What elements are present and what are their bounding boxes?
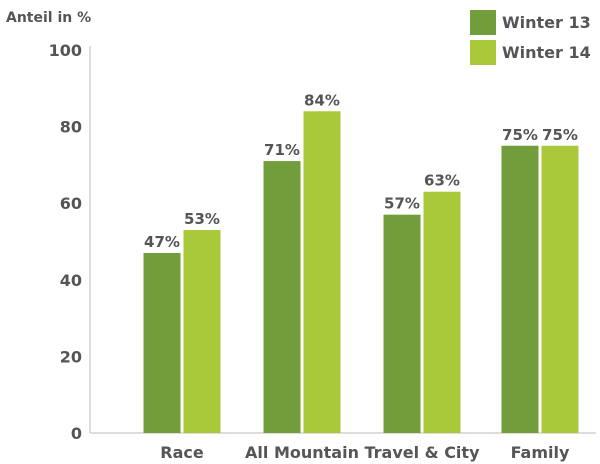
y-tick-label: 20 <box>60 347 82 366</box>
y-tick-label: 60 <box>60 194 82 213</box>
bar <box>183 230 221 433</box>
y-axis-label: Anteil in % <box>6 10 91 26</box>
value-label: 75% <box>542 126 578 144</box>
value-labels: 47%53% 71% 84% 57%63% 75% 75% <box>144 91 578 251</box>
legend-label: Winter 13 <box>502 13 591 32</box>
legend-swatch <box>470 10 496 35</box>
category-label: Race <box>160 443 204 462</box>
value-label: 57% <box>384 195 420 213</box>
bar <box>501 145 539 433</box>
category-label: All Mountain <box>245 443 359 462</box>
value-label: 71% <box>264 141 300 159</box>
legend-label: Winter 14 <box>502 43 591 62</box>
legend: Winter 13 Winter 14 <box>470 10 591 65</box>
value-label: 53% <box>184 210 220 228</box>
legend-swatch <box>470 40 496 65</box>
y-tick-label: 0 <box>71 424 82 443</box>
y-tick-label: 80 <box>60 118 82 137</box>
bars <box>143 111 579 433</box>
y-tick-label: 40 <box>60 271 82 290</box>
y-ticks: 0 20 40 60 80 100 <box>49 41 82 443</box>
category-label: Family <box>511 443 570 462</box>
bar <box>143 252 181 433</box>
y-tick-label: 100 <box>49 41 82 60</box>
bar <box>383 214 421 433</box>
category-label: Travel & City <box>364 443 480 462</box>
bar <box>541 145 579 433</box>
value-label: 75% <box>502 126 538 144</box>
bar <box>423 191 461 433</box>
bar <box>263 161 301 433</box>
value-label: 47% <box>144 233 180 251</box>
value-label: 84% <box>304 91 340 109</box>
bar <box>303 111 341 433</box>
value-label: 63% <box>424 172 460 190</box>
category-labels: Race All Mountain Travel & City Family <box>160 443 570 462</box>
